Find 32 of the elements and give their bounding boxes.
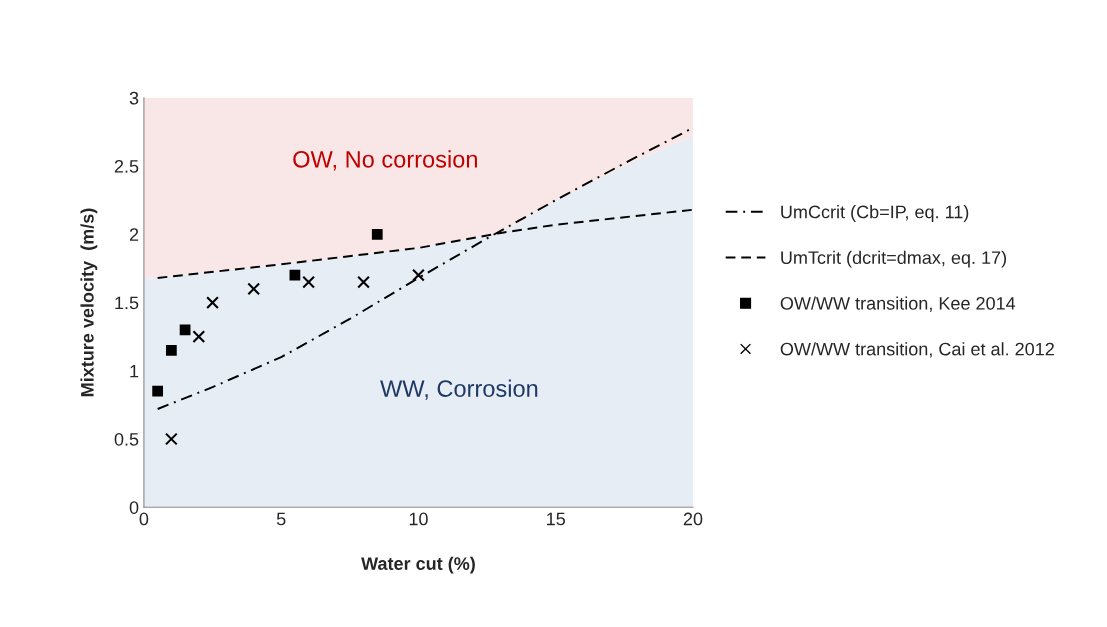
legend-label: UmTcrit (dcrit=dmax, eq. 17) bbox=[781, 250, 1006, 268]
x-tick-label: 0 bbox=[139, 512, 149, 526]
point bbox=[164, 432, 178, 446]
point bbox=[412, 268, 425, 282]
legend-label: OW/WW transition, Cai et al. 2012 bbox=[780, 342, 1054, 358]
point bbox=[289, 269, 301, 281]
x-axis-title: Water cut (%) bbox=[361, 556, 475, 574]
x-tick-label: 20 bbox=[683, 512, 703, 526]
point bbox=[206, 296, 219, 309]
y-tick-label: 2.5 bbox=[114, 159, 139, 173]
legend-label: OW/WW transition, Kee 2014 bbox=[780, 296, 1016, 312]
x-tick-label: 5 bbox=[276, 512, 286, 526]
annotation: OW, No corrosion bbox=[293, 150, 477, 171]
y-tick-label: 1 bbox=[130, 364, 139, 378]
point bbox=[165, 344, 177, 356]
y-tick-label: 1.5 bbox=[115, 296, 139, 310]
y-tick-label: 2 bbox=[129, 228, 139, 241]
point bbox=[302, 275, 316, 289]
point bbox=[152, 385, 164, 397]
x-tick-label: 15 bbox=[547, 512, 565, 526]
point bbox=[371, 228, 383, 240]
annotation: WW, Corrosion bbox=[380, 379, 538, 400]
point bbox=[179, 324, 191, 336]
x-tick-label: 10 bbox=[409, 512, 428, 526]
point bbox=[192, 330, 206, 344]
point bbox=[357, 275, 370, 289]
y-tick-label: 0.5 bbox=[114, 432, 139, 446]
point bbox=[247, 282, 261, 296]
y-tick-label: 3 bbox=[129, 91, 139, 105]
y-tick-label: 0 bbox=[129, 501, 139, 514]
legend-label: UmCcrit (Cb=IP, eq. 11) bbox=[781, 205, 969, 222]
y-axis-title: Mixture velocity (m/s) bbox=[80, 208, 98, 397]
